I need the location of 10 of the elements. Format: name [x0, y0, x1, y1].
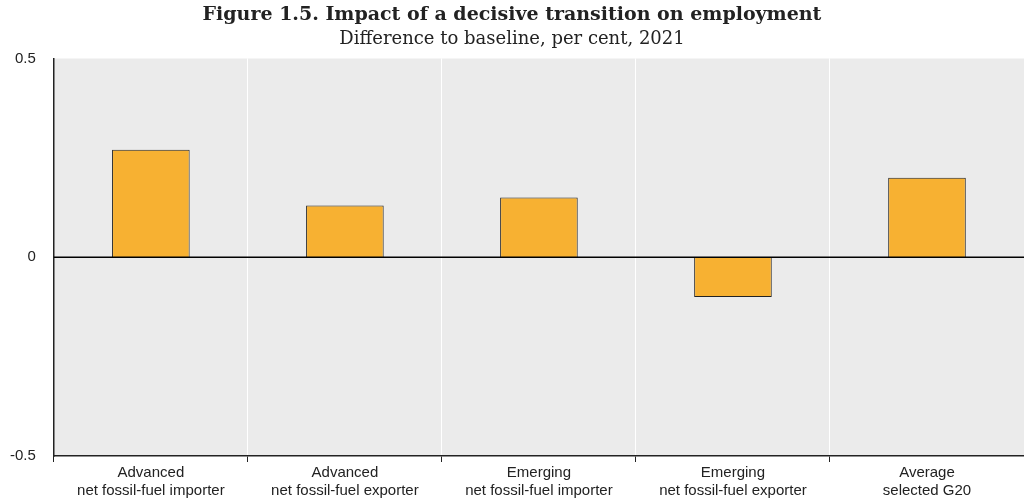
chart-subtitle: Difference to baseline, per cent, 2021 — [339, 27, 685, 49]
x-tick-label: Advanced net fossil-fuel importer — [77, 463, 225, 499]
chart-title: Figure 1.5. Impact of a decisive transition on employment — [202, 2, 822, 25]
x-tick-label: Emerging net fossil-fuel exporter — [659, 463, 807, 499]
y-tick-label: -0.5 — [9, 446, 36, 464]
y-tick-label: 0.5 — [14, 48, 36, 66]
y-tick-label: 0 — [27, 247, 36, 265]
x-tick-label: Advanced net fossil-fuel exporter — [271, 463, 419, 499]
x-tick-label: Emerging net fossil-fuel importer — [465, 463, 613, 499]
x-tick-label: Average selected G20 — [882, 463, 972, 499]
